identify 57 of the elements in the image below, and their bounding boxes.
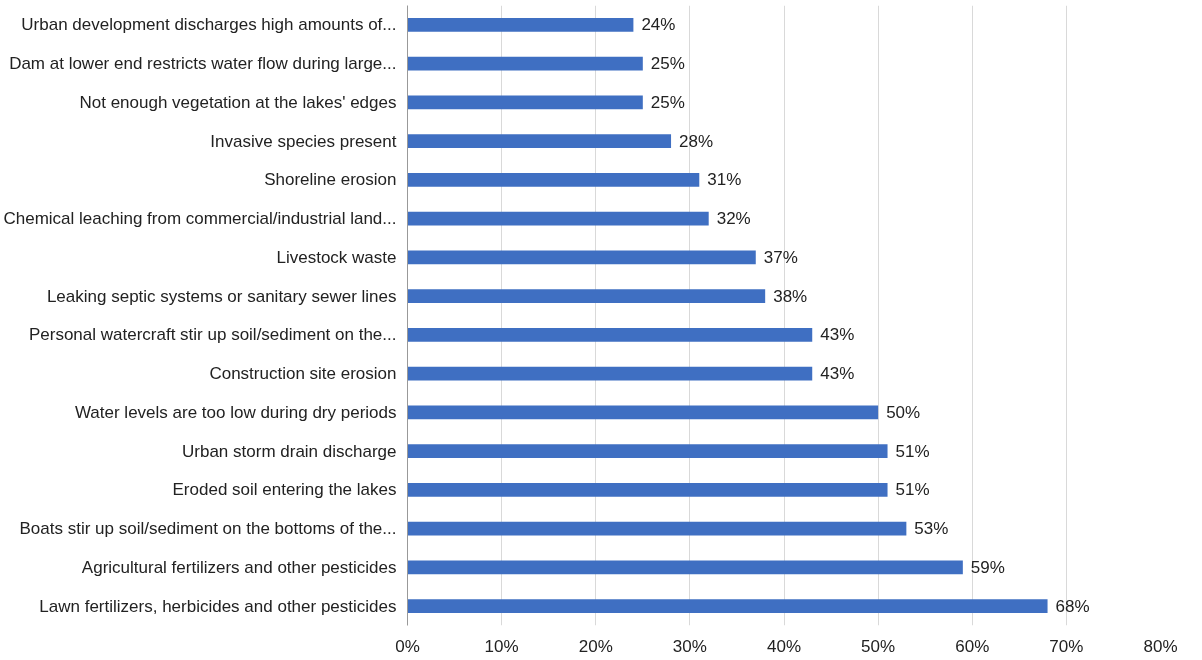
data-label: 37% <box>763 247 798 267</box>
data-label: 31% <box>707 170 742 190</box>
data-label: 53% <box>914 519 949 539</box>
bar <box>407 95 643 110</box>
data-label: 51% <box>895 441 930 461</box>
x-tick-label: 40% <box>766 636 802 656</box>
y-tick-label: Livestock waste <box>276 247 397 267</box>
bar <box>407 521 907 536</box>
data-label: 24% <box>641 15 676 35</box>
x-tick-label: 0% <box>395 636 420 656</box>
y-tick-label: Shoreline erosion <box>264 170 397 190</box>
data-label: 51% <box>895 480 930 500</box>
bar <box>407 444 888 458</box>
bar <box>407 134 672 148</box>
y-tick-label: Urban storm drain discharge <box>182 441 397 461</box>
y-tick-label: Urban development discharges high amounts of... <box>21 15 397 35</box>
x-tick-label: 20% <box>578 636 613 656</box>
bar <box>407 366 813 381</box>
x-tick-label: 10% <box>484 636 519 656</box>
x-tick-label: 50% <box>861 636 896 656</box>
bar <box>407 250 756 265</box>
bar <box>407 560 963 575</box>
bar <box>407 173 700 187</box>
y-tick-label: Agricultural fertilizers and other pesticides <box>81 557 397 577</box>
data-label: 32% <box>716 209 751 229</box>
bar <box>407 599 1048 613</box>
data-label: 28% <box>679 131 714 151</box>
bar <box>407 211 709 226</box>
bar <box>407 289 766 303</box>
bar <box>407 405 879 420</box>
bar <box>407 56 643 71</box>
y-tick-label: Eroded soil entering the lakes <box>172 480 397 500</box>
x-tick-label: 60% <box>955 636 990 656</box>
data-label: 43% <box>820 325 855 345</box>
y-tick-label: Dam at lower end restricts water flow during large... <box>9 54 397 74</box>
y-tick-label: Invasive species present <box>210 131 397 151</box>
x-tick-label: 80% <box>1143 636 1178 656</box>
data-label: 59% <box>970 557 1005 577</box>
x-tick-label: 30% <box>672 636 707 656</box>
y-tick-label: Personal watercraft stir up soil/sediment on the... <box>28 325 397 345</box>
bar <box>407 18 634 32</box>
y-tick-label: Boats stir up soil/sediment on the bottoms of the... <box>19 519 397 539</box>
data-label: 25% <box>650 54 685 74</box>
data-label: 25% <box>650 92 685 112</box>
data-label: 50% <box>886 402 921 422</box>
data-label: 38% <box>773 286 808 306</box>
data-label: 68% <box>1055 596 1090 616</box>
bar <box>407 328 813 342</box>
x-tick-label: 70% <box>1049 636 1084 656</box>
bar <box>407 483 888 497</box>
data-label: 43% <box>820 364 855 384</box>
y-tick-label: Not enough vegetation at the lakes' edges <box>79 92 397 112</box>
y-tick-label: Leaking septic systems or sanitary sewer lines <box>46 286 397 306</box>
y-tick-label: Water levels are too low during dry periods <box>74 402 397 422</box>
y-tick-label: Lawn fertilizers, herbicides and other pesticides <box>39 596 397 616</box>
y-tick-label: Chemical leaching from commercial/industrial land... <box>3 209 397 229</box>
y-tick-label: Construction site erosion <box>209 364 397 384</box>
